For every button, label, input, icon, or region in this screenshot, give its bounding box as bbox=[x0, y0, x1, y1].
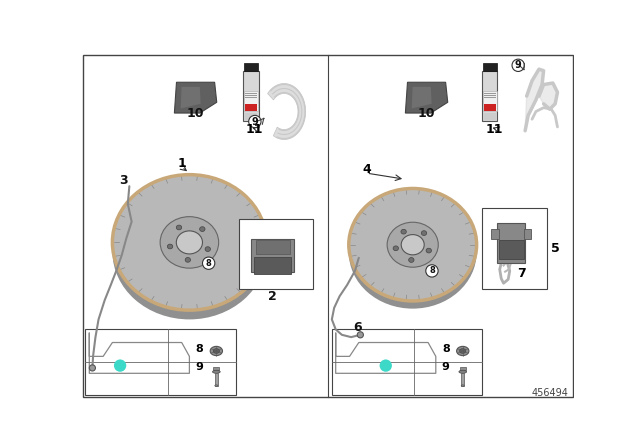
Bar bbox=[245, 93, 257, 94]
Bar bbox=[244, 63, 258, 71]
Bar bbox=[245, 112, 257, 121]
Bar bbox=[483, 63, 497, 71]
Ellipse shape bbox=[456, 346, 469, 356]
Bar bbox=[484, 93, 496, 94]
Bar bbox=[332, 329, 482, 395]
Bar bbox=[484, 95, 496, 96]
Bar bbox=[482, 71, 497, 121]
Ellipse shape bbox=[459, 370, 467, 373]
Text: 8: 8 bbox=[206, 258, 212, 268]
Text: 4: 4 bbox=[362, 163, 371, 176]
Circle shape bbox=[202, 257, 215, 269]
Text: 6: 6 bbox=[353, 321, 362, 334]
Bar bbox=[484, 97, 496, 98]
Text: 1: 1 bbox=[177, 157, 186, 170]
Bar bbox=[497, 223, 525, 263]
Bar bbox=[460, 367, 466, 370]
Text: 9: 9 bbox=[442, 362, 450, 372]
Bar bbox=[239, 220, 312, 289]
Polygon shape bbox=[525, 69, 543, 131]
Bar bbox=[215, 373, 218, 386]
Ellipse shape bbox=[349, 196, 477, 309]
Ellipse shape bbox=[215, 385, 218, 386]
Ellipse shape bbox=[210, 346, 223, 356]
Ellipse shape bbox=[460, 349, 466, 353]
Bar bbox=[213, 367, 220, 370]
Text: 7: 7 bbox=[516, 267, 525, 280]
Text: 9: 9 bbox=[252, 116, 258, 126]
Ellipse shape bbox=[176, 231, 202, 254]
Text: 3: 3 bbox=[120, 174, 128, 187]
Bar bbox=[482, 208, 547, 289]
Ellipse shape bbox=[212, 370, 220, 373]
Bar bbox=[245, 95, 257, 96]
Polygon shape bbox=[412, 87, 431, 108]
Text: 9: 9 bbox=[515, 60, 522, 70]
Ellipse shape bbox=[185, 258, 191, 262]
Ellipse shape bbox=[213, 349, 220, 353]
Ellipse shape bbox=[167, 244, 173, 249]
Text: 9: 9 bbox=[195, 362, 204, 372]
Polygon shape bbox=[180, 87, 201, 108]
Ellipse shape bbox=[176, 225, 182, 230]
Ellipse shape bbox=[426, 248, 431, 253]
Ellipse shape bbox=[409, 258, 414, 263]
Text: 8: 8 bbox=[196, 344, 204, 353]
Text: 11: 11 bbox=[246, 123, 263, 136]
Circle shape bbox=[114, 359, 126, 372]
Text: 5: 5 bbox=[551, 241, 560, 254]
Text: 456494: 456494 bbox=[531, 388, 568, 397]
Circle shape bbox=[357, 332, 364, 338]
Text: 8: 8 bbox=[442, 344, 450, 353]
Ellipse shape bbox=[387, 222, 438, 267]
Polygon shape bbox=[174, 82, 217, 113]
Bar bbox=[484, 112, 496, 121]
Polygon shape bbox=[405, 82, 448, 113]
Ellipse shape bbox=[421, 231, 427, 236]
Bar bbox=[492, 229, 499, 238]
Bar bbox=[86, 329, 236, 395]
Bar bbox=[484, 108, 496, 111]
Ellipse shape bbox=[113, 175, 266, 310]
Bar bbox=[484, 103, 496, 108]
Circle shape bbox=[90, 365, 95, 371]
Circle shape bbox=[512, 59, 524, 72]
Text: 2: 2 bbox=[268, 290, 277, 303]
Bar bbox=[255, 240, 289, 254]
Ellipse shape bbox=[393, 246, 399, 251]
Text: 11: 11 bbox=[486, 123, 503, 136]
Bar bbox=[483, 91, 497, 111]
Bar bbox=[254, 257, 291, 274]
Ellipse shape bbox=[461, 385, 464, 386]
Text: 10: 10 bbox=[418, 108, 435, 121]
Ellipse shape bbox=[205, 247, 211, 251]
Ellipse shape bbox=[401, 229, 406, 234]
Bar bbox=[245, 97, 257, 98]
Circle shape bbox=[249, 115, 261, 128]
Bar bbox=[243, 71, 259, 121]
Text: 10: 10 bbox=[187, 108, 204, 121]
Bar bbox=[524, 229, 531, 238]
Polygon shape bbox=[268, 83, 306, 139]
Ellipse shape bbox=[200, 227, 205, 232]
Ellipse shape bbox=[160, 217, 219, 268]
Polygon shape bbox=[539, 83, 557, 109]
Text: 8: 8 bbox=[429, 267, 435, 276]
Ellipse shape bbox=[401, 235, 424, 255]
Bar bbox=[499, 240, 524, 258]
Ellipse shape bbox=[113, 184, 266, 319]
Circle shape bbox=[380, 359, 392, 372]
Bar bbox=[461, 373, 464, 386]
Bar bbox=[251, 238, 294, 272]
Bar bbox=[245, 103, 257, 108]
Ellipse shape bbox=[349, 189, 477, 301]
Bar bbox=[244, 91, 258, 111]
Bar bbox=[245, 108, 257, 111]
Circle shape bbox=[426, 265, 438, 277]
